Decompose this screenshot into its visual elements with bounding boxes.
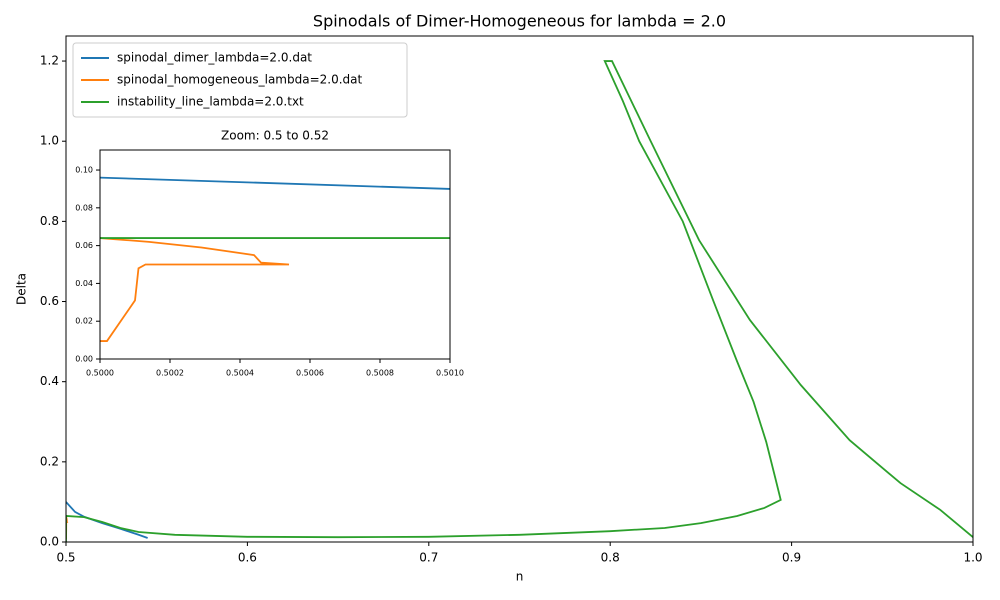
data-line <box>100 237 290 342</box>
legend-label: spinodal_homogeneous_lambda=2.0.dat <box>117 73 363 87</box>
legend-box <box>72 42 408 118</box>
x-tick-label: 0.8 <box>601 551 620 565</box>
y-tick-label: 0.8 <box>40 214 59 228</box>
x-tick-label: 0.5006 <box>296 369 324 378</box>
y-tick-label: 0.04 <box>75 279 93 288</box>
y-tick-label: 0.2 <box>40 454 59 468</box>
y-axis-label: Delta <box>15 273 29 305</box>
x-tick-label: 0.5 <box>56 551 75 565</box>
x-tick-label: 0.5004 <box>226 369 254 378</box>
x-tick-label: 0.5002 <box>156 369 184 378</box>
y-tick-label: 0.4 <box>40 374 59 388</box>
y-tick-label: 0.08 <box>75 203 93 212</box>
y-tick-label: 0.6 <box>40 294 59 308</box>
chart-title: Zoom: 0.5 to 0.52 <box>221 129 329 143</box>
data-line <box>100 176 450 190</box>
y-tick-label: 1.2 <box>40 54 59 68</box>
axes-frame <box>65 35 974 543</box>
x-tick-label: 1.0 <box>963 551 982 565</box>
y-tick-label: 0.10 <box>75 166 93 175</box>
legend-label: instability_line_lambda=2.0.txt <box>117 95 304 109</box>
axes-frame <box>99 149 451 360</box>
x-tick-label: 0.5008 <box>366 369 394 378</box>
x-tick-label: 0.9 <box>782 551 801 565</box>
y-tick-label: 0.02 <box>75 317 93 326</box>
legend-label: spinodal_dimer_lambda=2.0.dat <box>117 51 312 65</box>
x-tick-label: 0.5000 <box>86 369 114 378</box>
x-tick-label: 0.5010 <box>436 369 464 378</box>
data-line <box>66 501 148 539</box>
y-tick-label: 0.0 <box>40 535 59 549</box>
y-tick-label: 0.06 <box>75 241 93 250</box>
x-tick-label: 0.6 <box>238 551 257 565</box>
data-line <box>66 60 973 542</box>
plot-area <box>100 150 450 359</box>
x-axis-label: n <box>516 570 524 584</box>
x-tick-label: 0.7 <box>419 551 438 565</box>
y-tick-label: 0.00 <box>75 355 93 364</box>
chart-title: Spinodals of Dimer-Homogeneous for lambd… <box>313 12 726 31</box>
y-tick-label: 1.0 <box>40 134 59 148</box>
